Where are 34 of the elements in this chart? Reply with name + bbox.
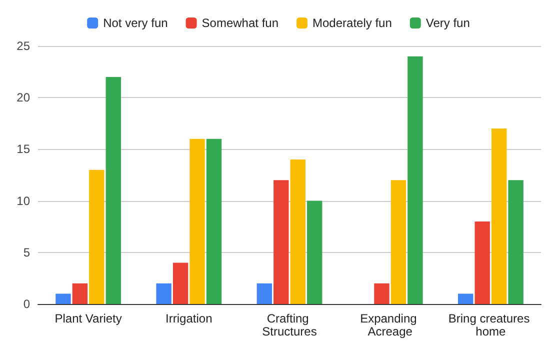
bar <box>106 76 121 304</box>
bar <box>458 294 474 304</box>
y-tick-label: 10 <box>16 194 30 208</box>
y-tick-label: 5 <box>23 245 30 260</box>
bar <box>206 138 222 304</box>
bar <box>290 160 306 304</box>
bar <box>190 138 205 304</box>
x-tick-label: Expanding Acreage <box>360 312 420 338</box>
legend-label: Not very fun <box>103 16 168 30</box>
bar <box>474 221 490 304</box>
bar <box>72 283 88 304</box>
bar <box>408 56 423 304</box>
bar <box>256 283 272 304</box>
bar <box>390 180 406 304</box>
bar <box>156 283 172 304</box>
y-tick-label: 20 <box>16 90 30 105</box>
x-tick-label: Irrigation <box>166 312 212 326</box>
bar <box>491 128 507 304</box>
legend-label: Very fun <box>426 16 470 30</box>
bar <box>56 294 71 304</box>
bar <box>89 170 104 304</box>
bar <box>374 283 390 304</box>
y-tick-label: 0 <box>23 297 30 311</box>
y-tick-label: 15 <box>16 142 30 156</box>
legend-label: Moderately fun <box>312 16 392 30</box>
bar <box>274 180 289 304</box>
x-tick-label: Crafting Structures <box>262 312 317 338</box>
bar <box>172 262 188 304</box>
legend-label: Somewhat fun <box>202 16 279 30</box>
y-tick-label: 25 <box>16 39 30 53</box>
bar <box>508 180 524 304</box>
x-tick-label: Bring creatures home <box>448 312 534 338</box>
x-tick-label: Plant Variety <box>54 312 122 326</box>
bar <box>306 200 322 304</box>
